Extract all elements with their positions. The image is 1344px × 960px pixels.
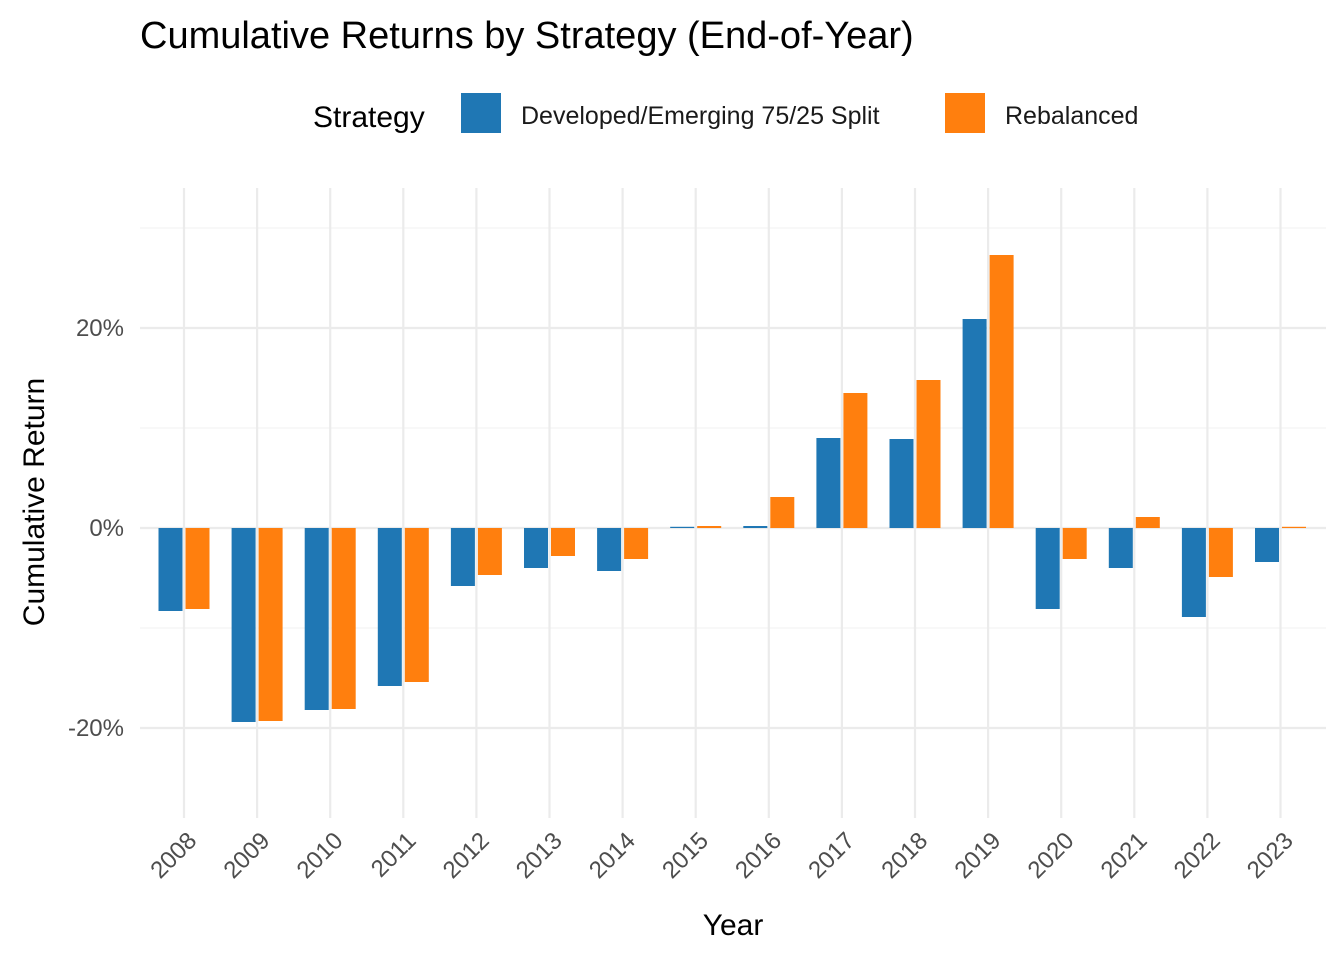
bar-split-2013 [524, 528, 548, 568]
chart-title: Cumulative Returns by Strategy (End-of-Y… [140, 15, 914, 57]
y-tick-label: -20% [68, 715, 124, 742]
bar-split-2010 [304, 528, 329, 710]
x-tick-label: 2020 [1023, 827, 1080, 884]
bar-split-2015 [670, 526, 695, 528]
x-tick-label: 2019 [949, 827, 1006, 884]
legend-label-series-2: Rebalanced [1005, 102, 1138, 130]
bar-split-2019 [962, 319, 987, 528]
bar-rebalanced-2017 [843, 393, 868, 528]
x-tick-label: 2021 [1096, 827, 1153, 884]
bar-rebalanced-2014 [624, 528, 649, 559]
bar-rebalanced-2016 [770, 497, 795, 528]
legend-swatch-series-2 [945, 93, 985, 133]
bar-split-2022 [1181, 528, 1206, 617]
bar-rebalanced-2012 [477, 528, 502, 575]
x-tick-label: 2014 [584, 827, 641, 884]
y-tick-label: 0% [89, 515, 124, 542]
x-tick-label: 2011 [366, 827, 422, 883]
bar-split-2012 [450, 528, 475, 586]
y-tick-labels: -20% 0% 20% [68, 315, 124, 742]
bar-split-2009 [231, 528, 256, 722]
bar-split-2014 [597, 528, 622, 571]
y-tick-label: 20% [76, 315, 124, 342]
legend: Strategy Developed/Emerging 75/25 Split … [313, 93, 1138, 134]
bars [158, 255, 1306, 722]
bar-split-2021 [1108, 528, 1133, 568]
x-tick-label: 2013 [511, 827, 568, 884]
bar-split-2008 [158, 528, 183, 611]
x-tick-labels: 2008 2009 2010 2011 2012 2013 2014 2015 2016 2017… [145, 827, 1298, 884]
x-tick-label: 2010 [292, 827, 349, 884]
bar-rebalanced-2018 [916, 380, 941, 528]
bar-split-2017 [816, 438, 841, 528]
bar-rebalanced-2015 [697, 526, 722, 528]
bar-rebalanced-2011 [404, 528, 429, 682]
legend-swatch-series-1 [461, 93, 501, 133]
y-axis-title: Cumulative Return [18, 378, 51, 626]
x-tick-label: 2017 [803, 827, 860, 884]
bar-rebalanced-2019 [989, 255, 1014, 528]
bar-split-2018 [889, 439, 914, 528]
grid [140, 188, 1326, 818]
x-tick-label: 2012 [438, 827, 495, 884]
x-tick-label: 2023 [1242, 827, 1299, 884]
x-tick-label: 2016 [730, 827, 787, 884]
bar-rebalanced-2022 [1208, 528, 1233, 577]
bar-rebalanced-2020 [1062, 528, 1087, 559]
legend-title: Strategy [313, 101, 425, 134]
bar-rebalanced-2009 [258, 528, 283, 721]
x-tick-label: 2018 [876, 827, 933, 884]
bar-rebalanced-2023 [1282, 526, 1306, 528]
legend-label-series-1: Developed/Emerging 75/25 Split [521, 102, 880, 130]
x-tick-label: 2015 [657, 827, 714, 884]
bar-rebalanced-2021 [1135, 517, 1160, 528]
x-tick-label: 2008 [145, 827, 202, 884]
bar-rebalanced-2010 [331, 528, 356, 709]
x-axis-title: Year [703, 909, 764, 942]
bar-rebalanced-2013 [551, 528, 575, 556]
x-tick-label: 2022 [1169, 827, 1226, 884]
x-tick-label: 2009 [218, 827, 275, 884]
bar-split-2020 [1035, 528, 1060, 609]
bar-rebalanced-2008 [185, 528, 210, 609]
bar-split-2011 [377, 528, 402, 686]
bar-split-2023 [1255, 528, 1279, 562]
bar-split-2016 [743, 526, 768, 528]
